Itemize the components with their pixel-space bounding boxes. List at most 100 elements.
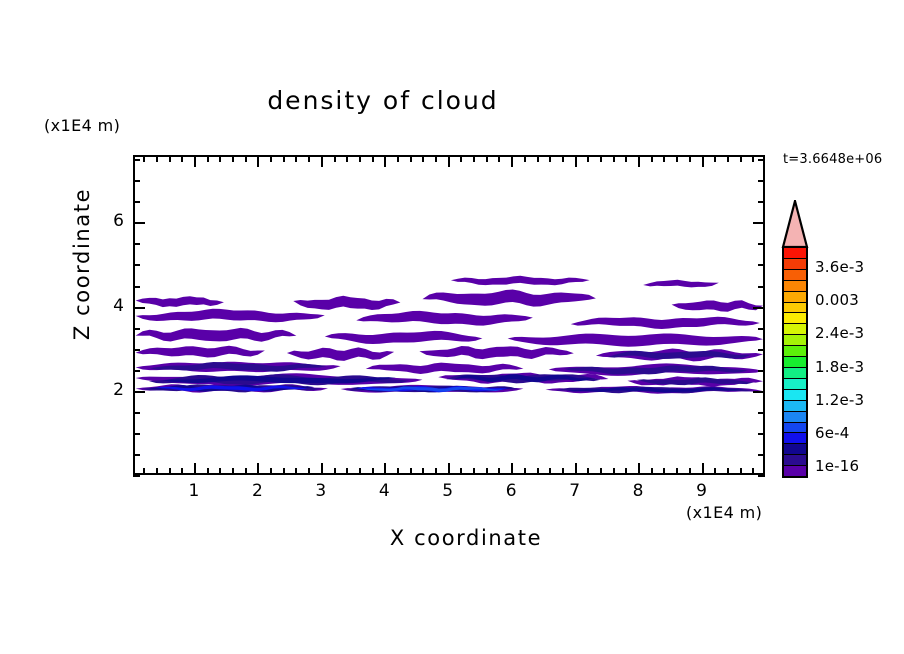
tick-mark: [133, 348, 140, 351]
contour-band: [507, 333, 763, 347]
tick-mark: [561, 155, 564, 162]
tick-mark: [193, 155, 196, 167]
colorbar-arrow-shape: [781, 200, 809, 248]
tick-mark: [133, 159, 140, 162]
y-tick-label: 4: [113, 295, 124, 316]
colorbar-band: [784, 357, 806, 368]
tick-mark: [133, 475, 140, 477]
tick-mark: [333, 155, 336, 162]
tick-mark: [688, 155, 691, 162]
x-tick-label: 6: [505, 481, 517, 501]
tick-mark: [384, 463, 387, 475]
x-tick-label: 4: [378, 481, 390, 501]
tick-mark: [133, 243, 140, 246]
tick-mark: [587, 155, 590, 162]
tick-mark: [758, 243, 765, 246]
contour-band: [324, 330, 483, 345]
tick-mark: [168, 155, 171, 162]
tick-mark: [358, 468, 361, 475]
contour-band: [135, 345, 265, 358]
colorbar-band: [784, 346, 806, 358]
tick-mark: [753, 390, 765, 393]
colorbar-band: [784, 291, 806, 303]
tick-mark: [270, 468, 273, 475]
tick-mark: [371, 155, 374, 162]
tick-mark: [758, 327, 765, 330]
tick-mark: [600, 468, 603, 475]
tick-mark: [726, 468, 729, 475]
tick-mark: [133, 390, 145, 393]
colorbar-band: [784, 324, 806, 336]
tick-mark: [308, 155, 311, 162]
contour-band: [570, 316, 760, 330]
colorbar-bands: [782, 246, 808, 478]
tick-mark: [714, 468, 717, 475]
tick-mark: [295, 468, 298, 475]
tick-mark: [758, 264, 765, 267]
tick-mark: [663, 155, 666, 162]
tick-mark: [688, 468, 691, 475]
colorbar-band: [784, 367, 806, 379]
tick-mark: [155, 468, 158, 475]
tick-mark: [320, 155, 323, 167]
tick-mark: [758, 348, 765, 351]
tick-mark: [638, 463, 641, 475]
tick-mark: [758, 159, 765, 162]
contour-band: [293, 295, 401, 310]
colorbar-band: [784, 335, 806, 347]
tick-mark: [612, 468, 615, 475]
tick-mark: [726, 155, 729, 162]
tick-mark: [396, 468, 399, 475]
colorbar-band: [784, 466, 806, 477]
tick-mark: [206, 468, 209, 475]
tick-mark: [523, 155, 526, 162]
tick-mark: [650, 468, 653, 475]
colorbar-label: 3.6e-3: [815, 258, 865, 277]
tick-mark: [133, 453, 140, 456]
tick-mark: [244, 468, 247, 475]
tick-mark: [320, 463, 323, 475]
colorbar-label: 0.003: [815, 291, 859, 310]
tick-mark: [714, 155, 717, 162]
tick-mark: [133, 411, 140, 414]
tick-mark: [295, 155, 298, 162]
contour-band: [454, 374, 593, 383]
tick-mark: [219, 468, 222, 475]
tick-mark: [752, 468, 755, 475]
time-annotation: t=3.6648e+06: [783, 152, 883, 167]
contour-band: [563, 365, 748, 375]
tick-mark: [650, 155, 653, 162]
tick-mark: [133, 201, 140, 204]
colorbar-band: [784, 280, 806, 292]
tick-mark: [244, 155, 247, 162]
contour-band: [365, 362, 524, 374]
contour-band: [422, 289, 596, 307]
contour-band: [565, 387, 743, 393]
tick-mark: [231, 468, 234, 475]
colorbar-band: [784, 302, 806, 314]
tick-mark: [396, 155, 399, 162]
colorbar-band: [784, 269, 806, 281]
tick-mark: [739, 468, 742, 475]
colorbar: [781, 200, 809, 480]
tick-mark: [663, 468, 666, 475]
colorbar-band: [784, 378, 806, 390]
tick-mark: [308, 468, 311, 475]
tick-mark: [206, 155, 209, 162]
tick-mark: [511, 155, 514, 167]
tick-mark: [257, 463, 260, 475]
tick-mark: [625, 155, 628, 162]
colorbar-band: [784, 455, 806, 467]
tick-mark: [511, 463, 514, 475]
contour-band: [636, 377, 754, 386]
tick-mark: [346, 155, 349, 162]
x-axis-units-label: (x1E4 m): [686, 503, 763, 522]
colorbar-band: [784, 313, 806, 325]
x-axis-title: X coordinate: [389, 526, 543, 550]
tick-mark: [600, 155, 603, 162]
tick-mark: [282, 468, 285, 475]
y-axis-units-label: (x1E4 m): [44, 116, 121, 135]
colorbar-band: [784, 422, 806, 434]
tick-mark: [155, 155, 158, 162]
tick-mark: [561, 468, 564, 475]
